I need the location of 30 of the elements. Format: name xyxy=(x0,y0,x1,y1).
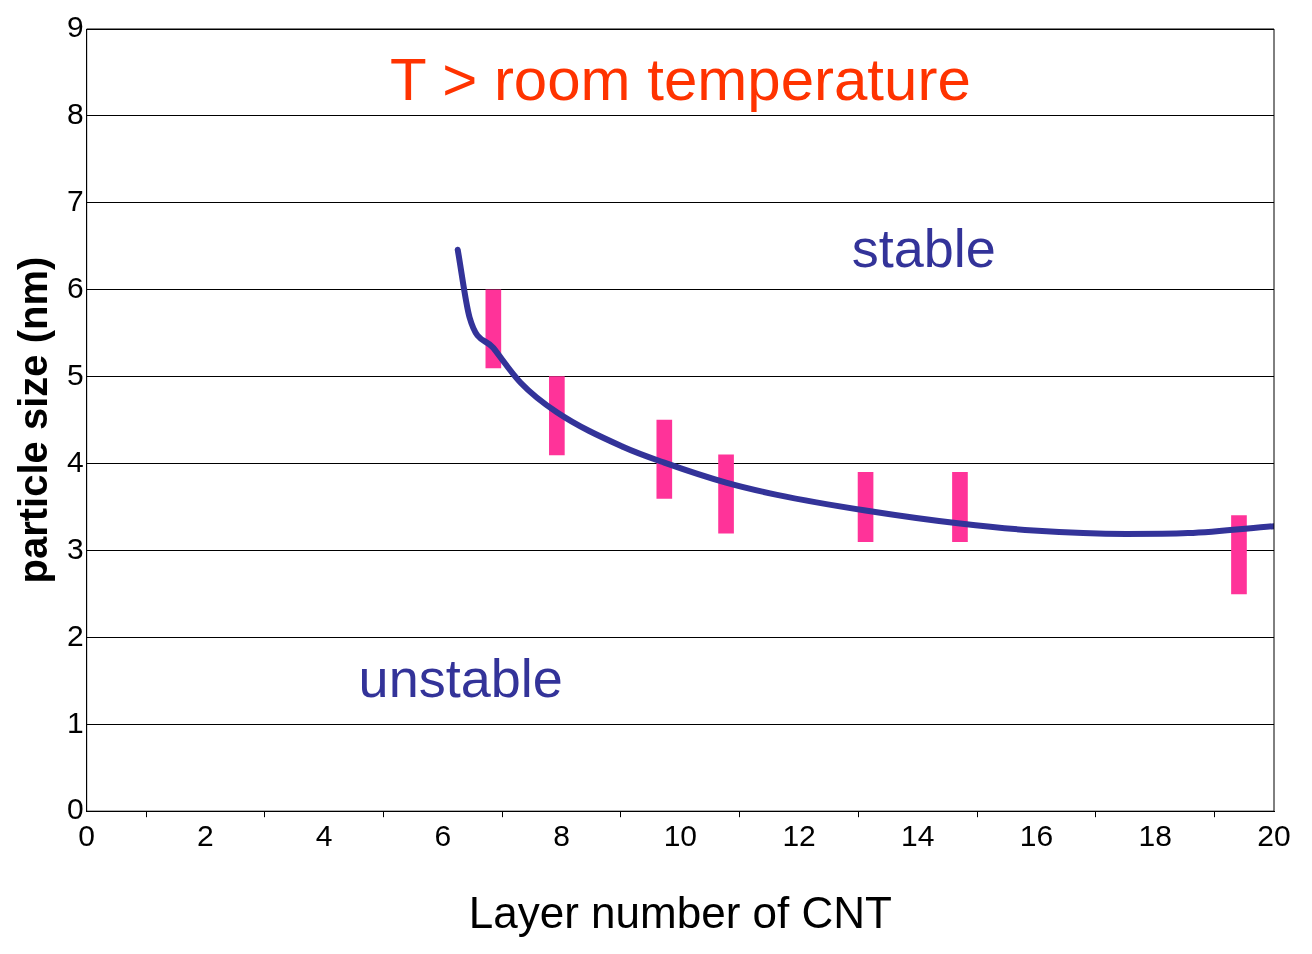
bar xyxy=(1231,515,1247,595)
annotation: unstable xyxy=(358,648,563,709)
y-tick-label: 3 xyxy=(67,531,84,565)
x-tick-label: 2 xyxy=(197,819,214,853)
bar xyxy=(952,471,968,543)
x-tick-label: 20 xyxy=(1257,819,1291,853)
y-tick-label: 2 xyxy=(67,618,84,652)
y-tick-label: 0 xyxy=(67,792,84,826)
y-tick-label: 4 xyxy=(67,444,84,478)
bar xyxy=(718,454,734,534)
x-tick-label: 4 xyxy=(315,819,333,853)
annotation: stable xyxy=(851,217,996,278)
x-tick-label: 8 xyxy=(553,819,570,853)
x-tick-label: 12 xyxy=(782,819,816,853)
x-tick-label: 6 xyxy=(434,819,452,853)
x-tick-label: 10 xyxy=(663,819,698,853)
annotation: T > room temperature xyxy=(389,46,971,114)
bar xyxy=(549,376,565,456)
x-tick-label: 14 xyxy=(901,819,935,853)
y-tick-label: 7 xyxy=(67,184,84,218)
bar xyxy=(656,419,673,499)
y-tick-label: 9 xyxy=(67,10,84,44)
y-axis-title: particle size (nm) xyxy=(11,256,56,584)
y-tick-label: 5 xyxy=(67,357,84,391)
y-tick-label: 8 xyxy=(67,97,84,131)
x-tick-label: 16 xyxy=(1019,819,1054,853)
y-tick-label: 1 xyxy=(67,705,84,739)
x-axis-title: Layer number of CNT xyxy=(468,887,892,937)
y-tick-label: 6 xyxy=(67,271,84,304)
x-tick-label: 18 xyxy=(1138,819,1172,853)
